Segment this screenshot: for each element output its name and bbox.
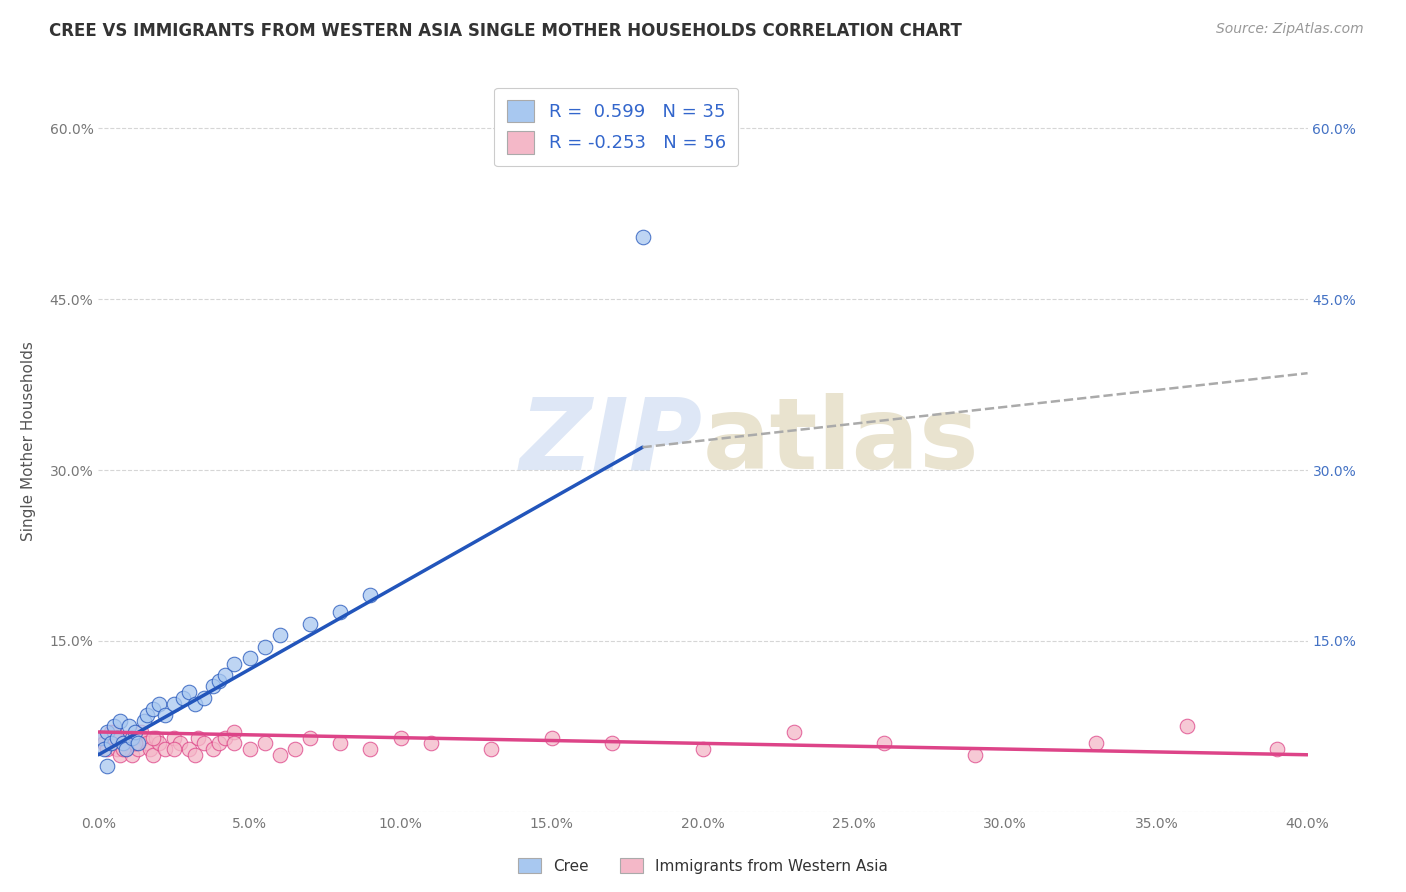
- Point: [121, 747, 143, 762]
- Point: [90, 731, 112, 745]
- Point: [103, 719, 125, 733]
- Point: [124, 725, 146, 739]
- Point: [224, 736, 246, 750]
- Point: [108, 747, 131, 762]
- Text: atlas: atlas: [703, 393, 980, 490]
- Point: [142, 702, 165, 716]
- Y-axis label: Single Mother Households: Single Mother Households: [21, 342, 35, 541]
- Point: [114, 742, 136, 756]
- Point: [389, 731, 412, 745]
- Point: [284, 742, 307, 756]
- Point: [111, 742, 134, 756]
- Text: CREE VS IMMIGRANTS FROM WESTERN ASIA SINGLE MOTHER HOUSEHOLDS CORRELATION CHART: CREE VS IMMIGRANTS FROM WESTERN ASIA SIN…: [49, 22, 962, 40]
- Point: [129, 725, 152, 739]
- Point: [96, 759, 118, 773]
- Point: [103, 731, 125, 745]
- Point: [193, 736, 215, 750]
- Point: [179, 742, 201, 756]
- Point: [135, 736, 157, 750]
- Point: [269, 628, 291, 642]
- Point: [179, 685, 201, 699]
- Point: [163, 731, 186, 745]
- Point: [214, 731, 236, 745]
- Point: [142, 731, 165, 745]
- Point: [360, 588, 382, 602]
- Point: [329, 606, 352, 620]
- Point: [692, 742, 714, 756]
- Point: [184, 697, 207, 711]
- Point: [153, 742, 176, 756]
- Point: [100, 736, 122, 750]
- Point: [1175, 719, 1198, 733]
- Point: [105, 731, 128, 745]
- Point: [420, 736, 443, 750]
- Point: [299, 731, 322, 745]
- Point: [127, 742, 149, 756]
- Legend: R =  0.599   N = 35, R = -0.253   N = 56: R = 0.599 N = 35, R = -0.253 N = 56: [495, 87, 738, 166]
- Point: [239, 742, 262, 756]
- Point: [184, 747, 207, 762]
- Point: [172, 690, 194, 705]
- Point: [111, 736, 134, 750]
- Point: [100, 725, 122, 739]
- Point: [148, 697, 170, 711]
- Point: [111, 736, 134, 750]
- Point: [124, 736, 146, 750]
- Point: [193, 690, 215, 705]
- Legend: Cree, Immigrants from Western Asia: Cree, Immigrants from Western Asia: [512, 852, 894, 880]
- Point: [142, 747, 165, 762]
- Point: [135, 707, 157, 722]
- Point: [631, 229, 654, 244]
- Point: [132, 731, 155, 745]
- Point: [1267, 742, 1289, 756]
- Point: [873, 736, 896, 750]
- Point: [121, 731, 143, 745]
- Point: [105, 742, 128, 756]
- Point: [208, 673, 231, 688]
- Point: [145, 731, 167, 745]
- Point: [224, 725, 246, 739]
- Point: [96, 742, 118, 756]
- Point: [118, 731, 141, 745]
- Point: [93, 736, 115, 750]
- Point: [329, 736, 352, 750]
- Point: [163, 742, 186, 756]
- Point: [602, 736, 624, 750]
- Point: [108, 714, 131, 728]
- Point: [783, 725, 806, 739]
- Point: [124, 736, 146, 750]
- Point: [148, 736, 170, 750]
- Point: [224, 657, 246, 671]
- Point: [208, 736, 231, 750]
- Point: [127, 736, 149, 750]
- Point: [299, 616, 322, 631]
- Text: ZIP: ZIP: [520, 393, 703, 490]
- Point: [540, 731, 562, 745]
- Point: [187, 731, 209, 745]
- Point: [202, 742, 225, 756]
- Point: [139, 742, 162, 756]
- Point: [153, 707, 176, 722]
- Point: [118, 719, 141, 733]
- Point: [202, 680, 225, 694]
- Point: [163, 697, 186, 711]
- Point: [253, 736, 276, 750]
- Point: [360, 742, 382, 756]
- Point: [103, 725, 125, 739]
- Point: [90, 731, 112, 745]
- Text: Source: ZipAtlas.com: Source: ZipAtlas.com: [1216, 22, 1364, 37]
- Point: [965, 747, 987, 762]
- Point: [253, 640, 276, 654]
- Point: [239, 651, 262, 665]
- Point: [481, 742, 503, 756]
- Point: [114, 742, 136, 756]
- Point: [132, 714, 155, 728]
- Point: [1085, 736, 1108, 750]
- Point: [96, 725, 118, 739]
- Point: [93, 742, 115, 756]
- Point: [269, 747, 291, 762]
- Point: [169, 736, 191, 750]
- Point: [214, 668, 236, 682]
